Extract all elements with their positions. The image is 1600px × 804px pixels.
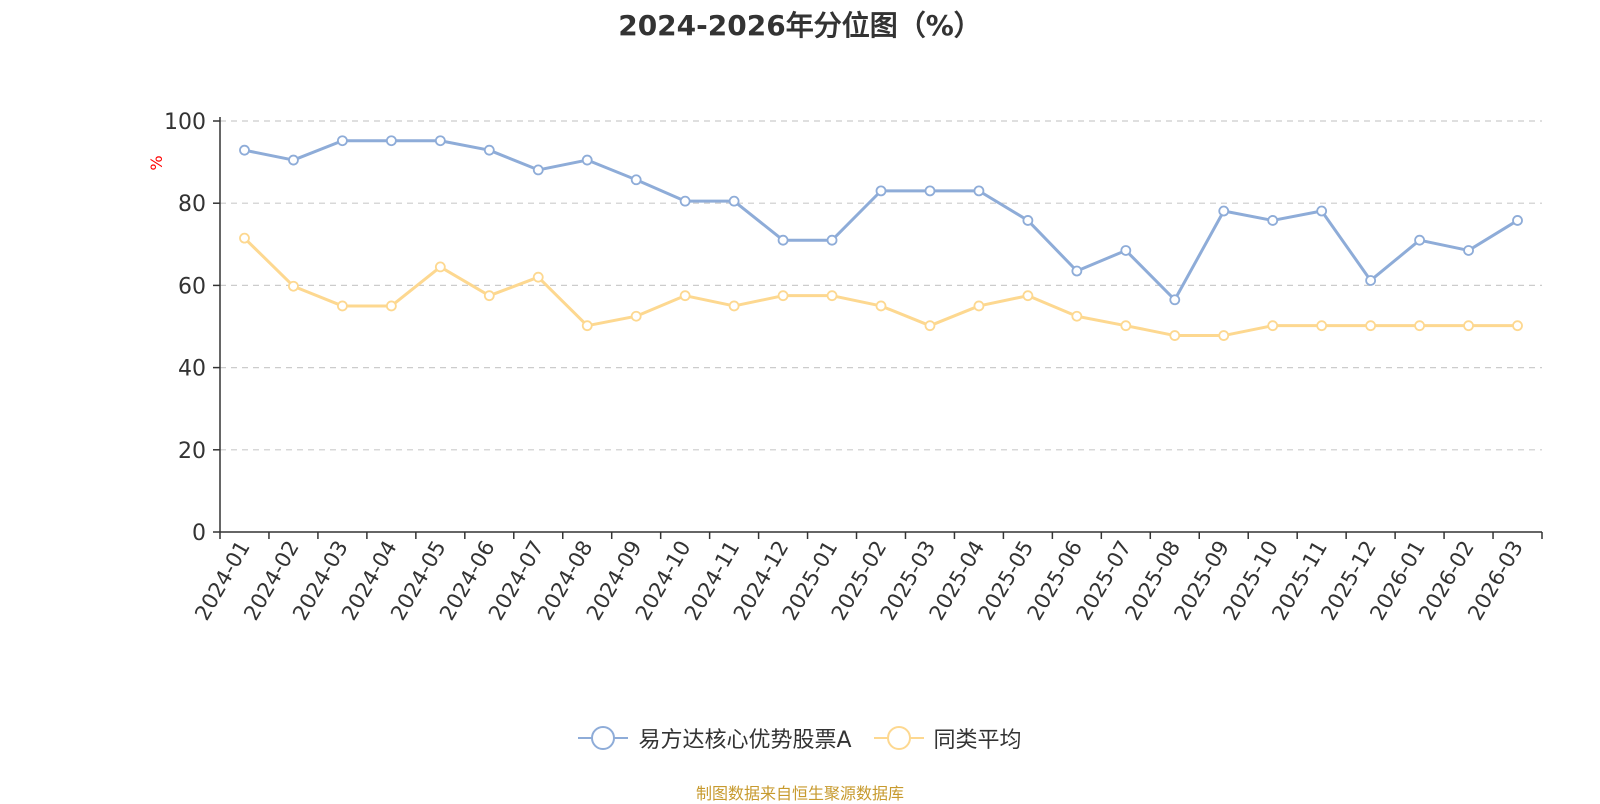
y-tick-label: 80 bbox=[178, 192, 206, 217]
data-point-series-b bbox=[532, 271, 544, 283]
data-point-series-a bbox=[924, 185, 936, 197]
data-point-series-a bbox=[1022, 215, 1034, 226]
data-point-series-a bbox=[385, 135, 397, 147]
data-point-series-a bbox=[1414, 234, 1425, 246]
data-point-series-b bbox=[1169, 330, 1181, 341]
legend-item-series-a[interactable]: 易方达核心优势股票A bbox=[578, 722, 852, 754]
data-point-series-b bbox=[1267, 320, 1279, 332]
data-point-series-b bbox=[288, 280, 299, 292]
data-point-series-a bbox=[777, 234, 789, 246]
y-tick-label: 100 bbox=[164, 110, 206, 135]
data-point-series-a bbox=[826, 234, 838, 246]
legend-label-series-b: 同类平均 bbox=[933, 728, 1022, 753]
y-tick-label: 40 bbox=[178, 357, 206, 382]
data-point-series-b bbox=[239, 232, 250, 244]
series-line-series-b bbox=[243, 237, 1518, 338]
data-point-series-b bbox=[924, 320, 936, 332]
data-point-series-a bbox=[630, 174, 642, 186]
data-point-series-a bbox=[728, 195, 740, 207]
y-tick-label: 20 bbox=[178, 439, 206, 464]
data-point-series-b bbox=[1512, 320, 1523, 332]
data-point-series-a bbox=[1267, 215, 1279, 226]
data-point-series-a bbox=[1218, 205, 1230, 217]
data-point-series-b bbox=[1218, 330, 1230, 341]
data-point-series-a bbox=[337, 135, 348, 147]
data-point-series-b bbox=[1365, 320, 1377, 332]
data-point-series-a bbox=[1169, 294, 1181, 306]
y-tick-label: 60 bbox=[178, 274, 206, 299]
data-point-series-b bbox=[630, 310, 642, 322]
data-point-series-a bbox=[581, 154, 593, 166]
data-point-series-a bbox=[239, 144, 250, 156]
data-point-series-a bbox=[679, 195, 691, 207]
legend: 易方达核心优势股票A 同类平均 bbox=[0, 722, 1600, 754]
data-point-series-a bbox=[483, 144, 495, 156]
data-point-series-a bbox=[1071, 265, 1083, 277]
y-axis-label: % bbox=[147, 155, 166, 170]
data-point-series-b bbox=[1022, 290, 1034, 302]
data-point-series-b bbox=[1120, 320, 1132, 332]
data-point-series-b bbox=[1414, 320, 1425, 332]
data-point-series-a bbox=[973, 185, 985, 197]
line-chart: 020406080100%2024-012024-022024-032024-0… bbox=[147, 110, 1543, 624]
legend-symbol-series-b bbox=[873, 726, 924, 750]
data-point-series-a bbox=[1316, 205, 1328, 217]
data-point-series-a bbox=[288, 154, 299, 166]
data-point-series-b bbox=[1316, 320, 1328, 332]
data-point-series-b bbox=[679, 290, 691, 302]
data-point-series-b bbox=[777, 290, 789, 302]
data-point-series-a bbox=[1512, 215, 1523, 226]
legend-label-series-a: 易方达核心优势股票A bbox=[638, 728, 852, 753]
legend-item-series-b[interactable]: 同类平均 bbox=[873, 722, 1022, 754]
chart-title: 2024-2026年分位图（%） bbox=[618, 9, 982, 42]
source-note: 制图数据来自恒生聚源数据库 bbox=[695, 784, 904, 803]
data-point-series-a bbox=[1463, 245, 1474, 256]
y-tick-label: 0 bbox=[192, 521, 206, 546]
data-point-series-b bbox=[875, 300, 887, 312]
data-point-series-a bbox=[1120, 245, 1132, 256]
data-point-series-b bbox=[581, 320, 593, 332]
data-point-series-b bbox=[728, 300, 740, 312]
data-point-series-b bbox=[1463, 320, 1474, 332]
data-point-series-a bbox=[434, 135, 446, 147]
data-point-series-b bbox=[434, 261, 446, 273]
legend-symbol-series-a bbox=[578, 726, 629, 750]
data-point-series-a bbox=[532, 164, 544, 176]
data-point-series-b bbox=[337, 300, 348, 312]
data-point-series-a bbox=[1365, 275, 1377, 286]
data-point-series-a bbox=[875, 185, 887, 197]
data-point-series-b bbox=[1071, 310, 1083, 322]
data-point-series-b bbox=[826, 290, 838, 302]
data-point-series-b bbox=[973, 300, 985, 312]
data-point-series-b bbox=[483, 290, 495, 302]
data-point-series-b bbox=[385, 300, 397, 312]
series-line-series-a bbox=[244, 139, 1519, 302]
